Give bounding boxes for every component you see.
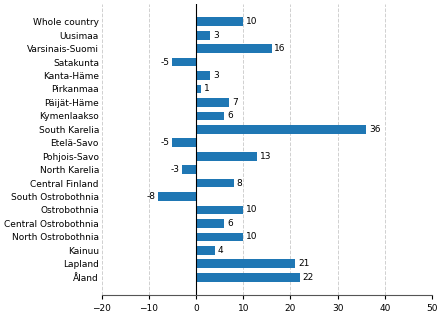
Bar — [196, 98, 229, 107]
Text: 6: 6 — [227, 111, 233, 120]
Text: 16: 16 — [274, 44, 286, 53]
Text: -5: -5 — [160, 138, 170, 147]
Bar — [196, 152, 257, 161]
Text: 7: 7 — [232, 98, 238, 107]
Bar — [196, 44, 271, 53]
Bar — [196, 232, 243, 241]
Bar — [196, 259, 295, 268]
Bar — [172, 139, 196, 147]
Text: 6: 6 — [227, 219, 233, 228]
Bar — [196, 206, 243, 214]
Text: -3: -3 — [170, 165, 179, 174]
Text: 36: 36 — [369, 125, 380, 134]
Bar — [196, 219, 225, 228]
Text: 4: 4 — [218, 246, 223, 255]
Bar — [172, 58, 196, 67]
Bar — [196, 125, 366, 134]
Bar — [196, 71, 210, 80]
Text: 22: 22 — [303, 273, 314, 282]
Text: 8: 8 — [236, 178, 242, 188]
Text: 3: 3 — [213, 31, 219, 40]
Text: 13: 13 — [260, 152, 272, 161]
Bar — [196, 31, 210, 40]
Bar — [196, 17, 243, 26]
Text: 21: 21 — [298, 259, 309, 268]
Bar — [196, 85, 201, 93]
Text: 10: 10 — [246, 232, 258, 241]
Bar — [158, 192, 196, 201]
Text: 10: 10 — [246, 17, 258, 26]
Bar — [196, 273, 300, 281]
Bar — [196, 246, 215, 255]
Bar — [182, 165, 196, 174]
Text: 10: 10 — [246, 205, 258, 215]
Text: 3: 3 — [213, 71, 219, 80]
Text: -5: -5 — [160, 58, 170, 67]
Bar — [196, 112, 225, 120]
Text: -8: -8 — [146, 192, 156, 201]
Text: 1: 1 — [204, 84, 210, 94]
Bar — [196, 179, 234, 187]
